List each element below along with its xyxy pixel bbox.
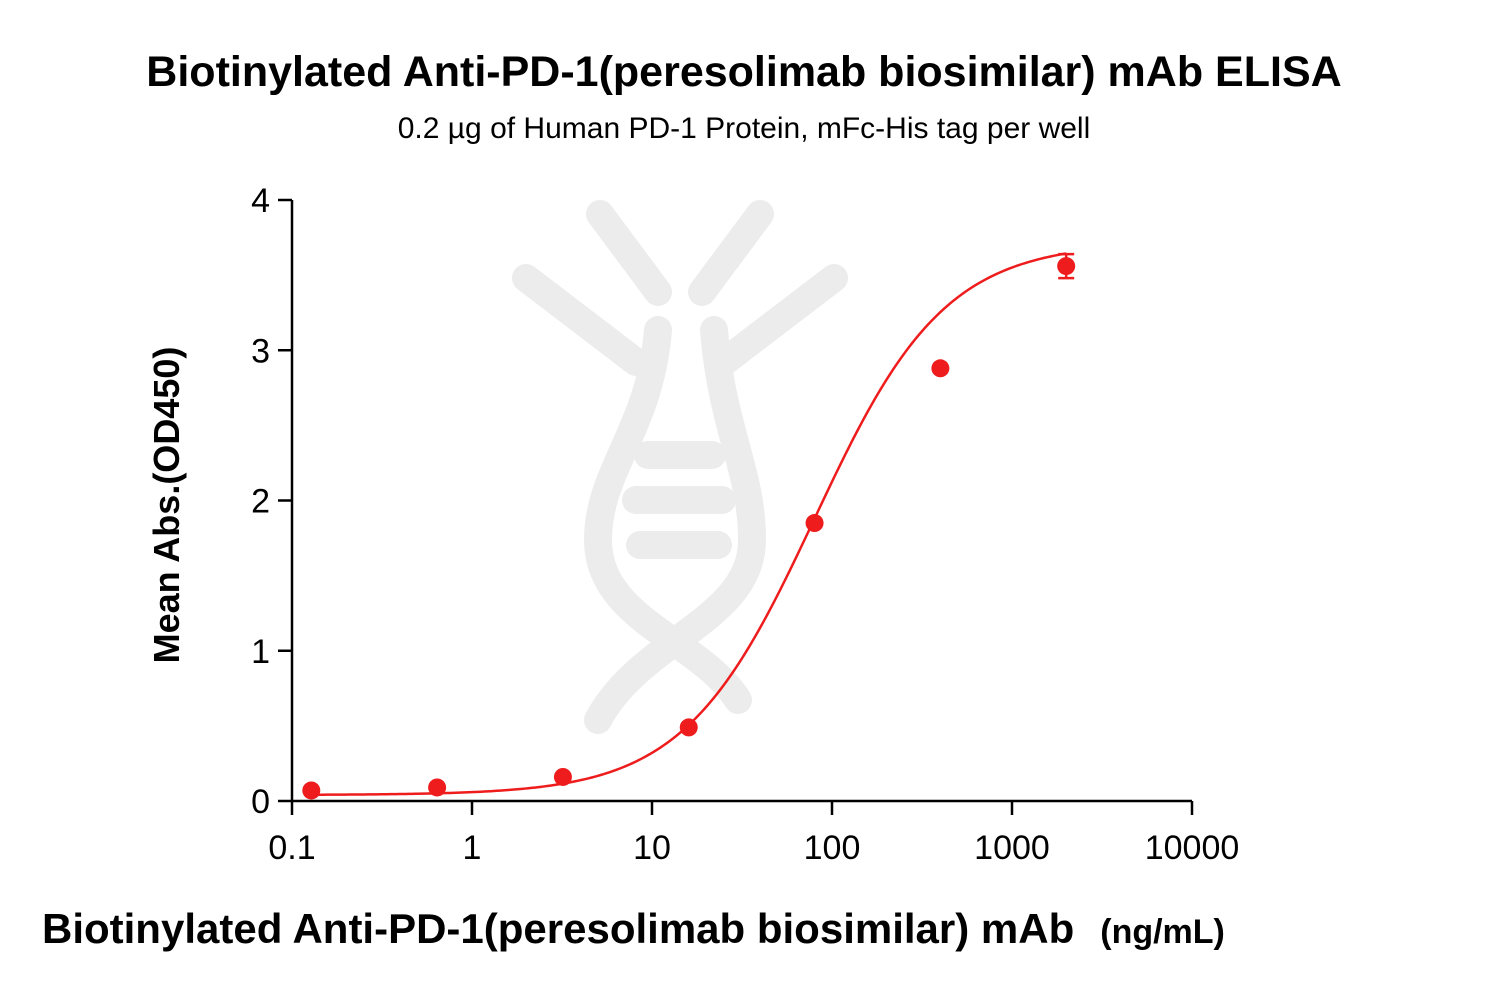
data-point [302, 781, 321, 800]
chart-title: Biotinylated Anti-PD-1(peresolimab biosi… [146, 48, 1342, 96]
x-tick-label: 1000 [974, 829, 1050, 867]
y-tick-label: 0 [251, 783, 270, 821]
x-tick-label: 100 [804, 829, 861, 867]
data-point [428, 778, 447, 797]
x-tick-label: 0.1 [268, 829, 315, 867]
y-tick-label: 2 [251, 483, 270, 521]
x-ticks: 0.1 1 10 100 1000 10000 [268, 801, 1239, 867]
data-point [805, 514, 824, 533]
y-tick-label: 4 [251, 182, 270, 220]
y-tick-label: 1 [251, 633, 270, 671]
x-axis-label: Biotinylated Anti-PD-1(peresolimab biosi… [42, 905, 1462, 953]
watermark-logo [512, 200, 848, 734]
x-axis-label-main: Biotinylated Anti-PD-1(peresolimab biosi… [42, 905, 1075, 952]
y-axis-label: Mean Abs.(OD450) [146, 346, 187, 664]
data-point [679, 718, 698, 737]
data-point [1057, 257, 1076, 276]
fit-curve [311, 252, 1067, 796]
data-point [553, 767, 572, 786]
x-tick-label: 1 [463, 829, 482, 867]
series-layer [302, 252, 1076, 800]
y-tick-label: 3 [251, 332, 270, 370]
y-ticks: 0 1 2 3 4 [251, 182, 292, 821]
x-tick-label: 10 [633, 829, 671, 867]
data-point [931, 359, 950, 378]
chart-subtitle: 0.2 µg of Human PD-1 Protein, mFc-His ta… [397, 112, 1091, 145]
x-tick-label: 10000 [1145, 829, 1240, 867]
x-axis-label-unit: (ng/mL) [1100, 913, 1225, 951]
